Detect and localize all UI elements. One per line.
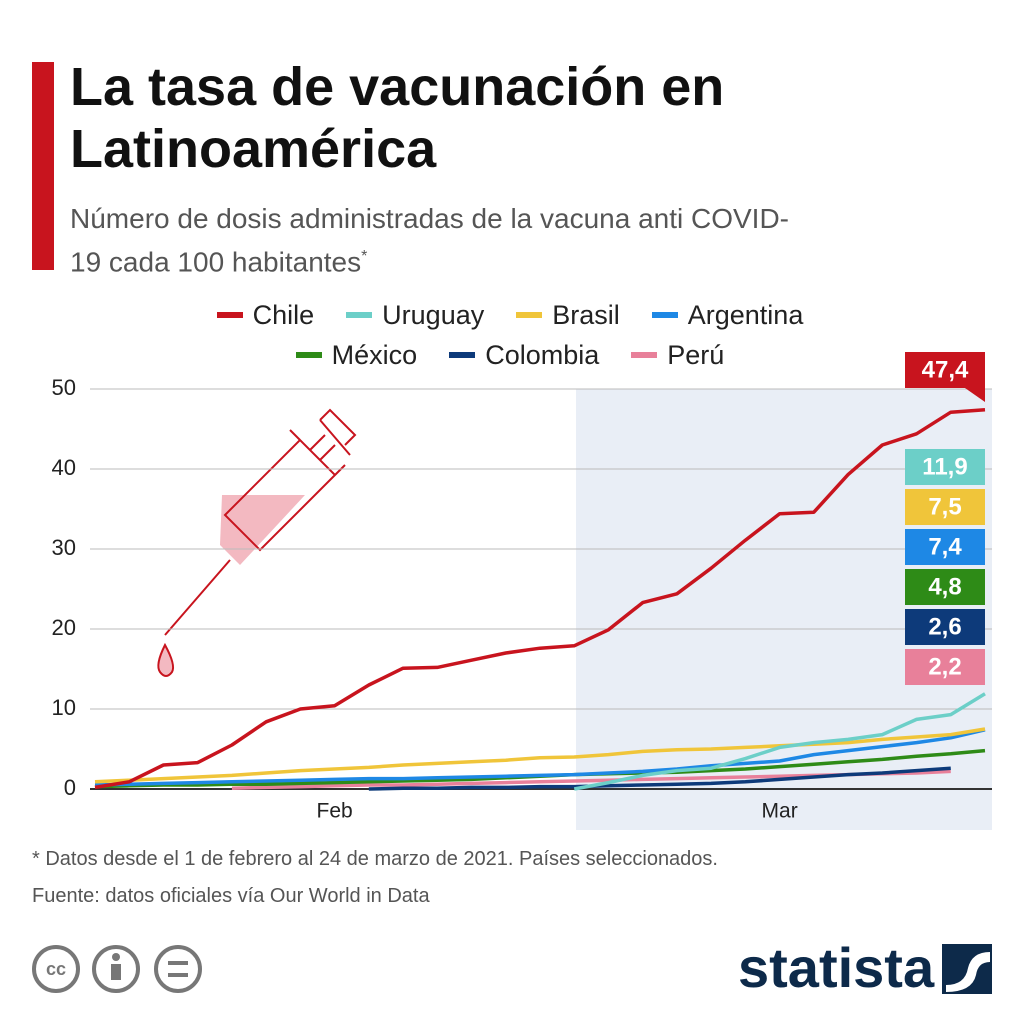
end-label-box [905, 529, 985, 565]
license-icons: cc [32, 945, 202, 993]
y-tick-label: 50 [52, 375, 76, 400]
accent-bar [32, 62, 54, 270]
source: Fuente: datos oficiales vía Our World in… [32, 885, 430, 907]
end-label-text: 47,4 [922, 356, 969, 383]
brand-icon [942, 944, 992, 994]
series-line [368, 766, 951, 791]
title: La tasa de vacunación en Latinoamérica [70, 57, 725, 179]
legend-item: México [295, 338, 418, 372]
end-label-text: 7,5 [928, 493, 961, 520]
legend-label: Brasil [552, 299, 620, 330]
end-label-pointer [965, 388, 985, 402]
svg-text:cc: cc [46, 959, 66, 979]
legend-swatch [295, 352, 322, 358]
end-label-box [905, 352, 985, 388]
end-label-text: 2,6 [928, 613, 961, 640]
syringe [157, 408, 357, 677]
y-tick-label: 40 [52, 455, 76, 480]
end-label: 7,5 [905, 489, 985, 525]
legend-swatch [651, 312, 678, 318]
legend-item: Perú [631, 338, 724, 372]
subtitle-text: Número de dosis administradas de la vacu… [70, 203, 790, 278]
series-line [94, 727, 986, 784]
series-line [573, 692, 986, 791]
y-tick-label: 0 [64, 775, 76, 800]
end-label-text: 11,9 [922, 453, 967, 480]
subtitle: Número de dosis administradas de la vacu… [70, 200, 790, 281]
end-label: 2,2 [905, 649, 985, 685]
end-label: 47,4 [905, 352, 985, 402]
legend-swatch [346, 312, 373, 318]
legend-label: Uruguay [382, 299, 485, 330]
end-label-box [905, 489, 985, 525]
legend-swatch [449, 352, 476, 358]
legend-swatch [516, 312, 543, 318]
y-tick-label: 30 [52, 535, 76, 560]
end-label: 7,4 [905, 529, 985, 565]
legend: Chile Uruguay Brasil Argentina México Colombi… [150, 298, 870, 372]
legend-item: Chile [216, 298, 315, 332]
end-label-box [905, 649, 985, 685]
end-label: 11,9 [905, 449, 985, 485]
legend-item: Brasil [516, 298, 620, 332]
subtitle-marker: * [361, 248, 368, 265]
end-label-box [905, 609, 985, 645]
end-label-text: 2,2 [928, 653, 961, 680]
series-line [94, 728, 986, 787]
legend-label: México [331, 339, 418, 370]
brand: statista [738, 936, 935, 999]
legend-item: Colombia [449, 338, 599, 372]
legend-swatch [631, 352, 658, 358]
legend-item: Argentina [651, 298, 804, 332]
end-label: 4,8 [905, 569, 985, 605]
x-tick-label: Mar [762, 800, 798, 823]
footnote: * Datos desde el 1 de febrero al 24 de m… [32, 848, 718, 870]
end-label-box [905, 569, 985, 605]
legend-label: Perú [667, 339, 725, 370]
x-tick-label: Feb [317, 800, 353, 823]
end-label-text: 7,4 [928, 533, 962, 560]
legend-swatch [216, 312, 243, 318]
y-tick-label: 20 [52, 615, 76, 640]
legend-label: Colombia [485, 339, 600, 370]
legend-label: Chile [252, 299, 315, 330]
legend-item: Uruguay [346, 298, 484, 332]
y-tick-label: 10 [52, 695, 76, 720]
end-label: 2,6 [905, 609, 985, 645]
series-line [94, 408, 986, 790]
end-label-text: 4,8 [928, 573, 961, 600]
end-label-box [905, 449, 985, 485]
legend-label: Argentina [687, 299, 804, 330]
